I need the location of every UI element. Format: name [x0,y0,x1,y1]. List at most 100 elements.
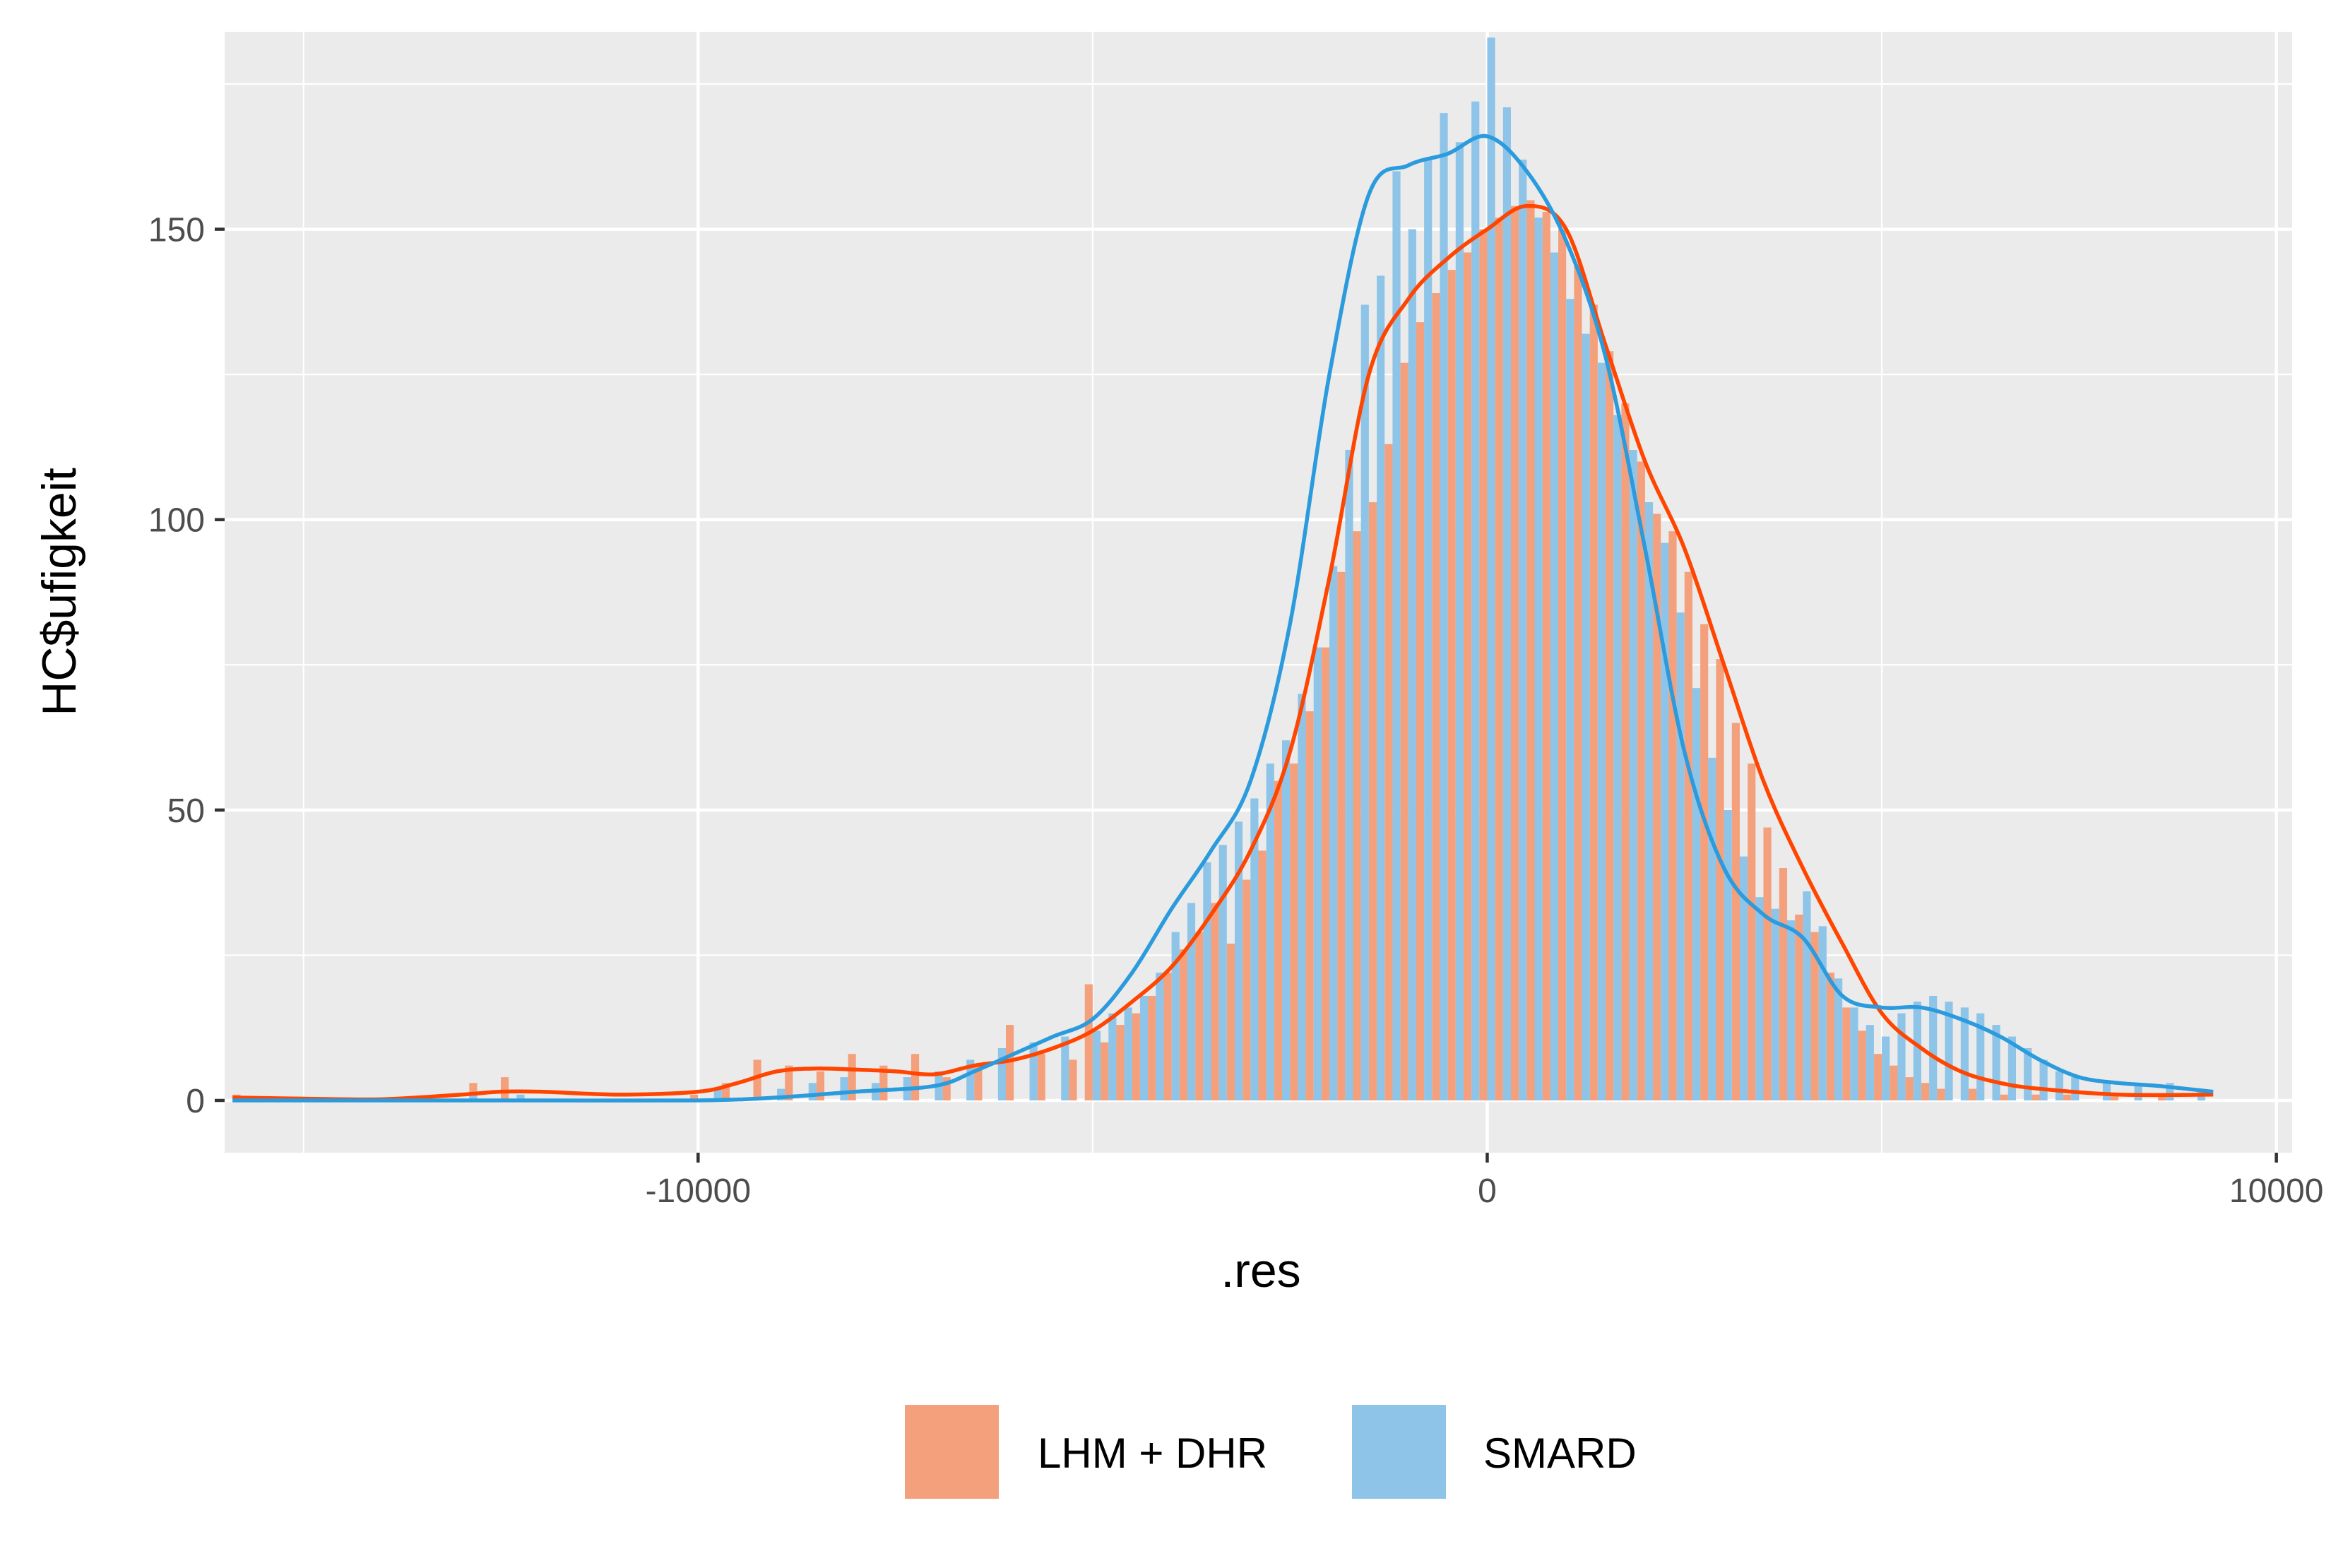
histogram-bar [2024,1047,2032,1100]
histogram-bar [1274,780,1283,1100]
histogram-bar [1353,531,1361,1100]
legend-label-lhm-dhr: LHM + DHR [1038,1430,1267,1477]
histogram-bar [1360,304,1369,1100]
histogram-bar [1163,973,1172,1100]
histogram-bar [2102,1083,2111,1100]
histogram-bar [1787,920,1796,1100]
histogram-bar [1116,1025,1125,1100]
histogram-bar [1187,903,1196,1100]
histogram-bar [1487,37,1495,1100]
histogram-bar [974,1065,983,1100]
histogram-bar [2000,1094,2008,1100]
histogram-bar [1716,659,1724,1100]
histogram-bar [2158,1094,2166,1100]
histogram-bar [501,1077,509,1100]
histogram-bar [1810,932,1819,1100]
histogram-bar [1440,113,1448,1100]
y-tick-label: 150 [148,212,205,249]
histogram-bar [1510,206,1519,1100]
histogram-bar [1842,1007,1851,1100]
histogram-bar [1661,542,1669,1100]
histogram-bar [1945,1002,1953,1100]
histogram-bar [1976,1013,1985,1100]
histogram-bar [816,1071,825,1100]
histogram-bar [1305,711,1314,1100]
histogram-bar [1731,723,1740,1100]
histogram-bar [1179,949,1187,1100]
histogram-bar [1905,1077,1914,1100]
histogram-bar [1637,461,1645,1100]
histogram-bar [2063,1094,2072,1100]
histogram-bar [1250,798,1259,1100]
histogram-bar [1400,362,1408,1100]
histogram-bar [1313,647,1322,1100]
histogram-bar [1550,252,1559,1100]
histogram-bar [1502,107,1511,1100]
histogram-bar [2166,1083,2174,1100]
x-tick-label: 0 [1478,1172,1497,1210]
histogram-bar [1424,159,1433,1100]
legend-key-lhm-dhr [905,1405,999,1499]
histogram-bar [942,1077,951,1100]
histogram-bar [1084,984,1093,1100]
histogram-bar [1644,502,1654,1100]
histogram-bar [1108,1013,1117,1100]
histogram-bar [1890,1065,1898,1100]
histogram-bar [1195,932,1204,1100]
histogram-bar [1534,218,1543,1100]
histogram-bar [1763,827,1772,1100]
histogram-bar [1171,932,1180,1100]
density-line-lhm-dhr [232,203,2214,1102]
histogram-bar [2071,1077,2080,1100]
histogram-bar [1803,891,1811,1100]
legend-key-smard [1352,1405,1446,1499]
histogram-bar [1337,571,1346,1100]
histogram-bar [516,1094,525,1100]
histogram-bar [1092,1031,1101,1100]
histogram-bar [2007,1036,2016,1100]
histogram-bar [1724,809,1732,1100]
histogram-bar [1479,229,1488,1100]
histogram-bar [1882,1036,1890,1100]
histogram-bar [840,1077,848,1100]
legend-label-smard: SMARD [1483,1430,1637,1477]
histogram-bar [690,1094,699,1100]
histogram-bar [1329,566,1338,1100]
histogram-bar [469,1094,478,1100]
histogram-bar [1676,612,1685,1100]
histogram-bar [997,1047,1007,1100]
histogram-bar [1629,450,1637,1100]
y-tick-label: 100 [148,502,205,540]
histogram-bar [1606,351,1614,1100]
histogram-bar [1455,142,1464,1100]
histogram-bar [879,1065,888,1100]
histogram-bar [1432,293,1440,1100]
histogram-bar [1069,1059,1077,1100]
histogram-bar [1700,624,1709,1100]
histogram-bar [777,1088,785,1100]
histogram-bar [1582,333,1590,1100]
histogram-bar [1653,513,1661,1100]
x-tick-label: 10000 [2229,1172,2323,1210]
histogram-bar [1779,868,1788,1100]
histogram-bar [1755,897,1764,1100]
histogram-bar [1834,978,1843,1100]
histogram-bar [1684,571,1692,1100]
histogram-bar [1148,995,1156,1100]
histogram-bar [1037,1054,1045,1100]
histogram-bar [1574,263,1582,1100]
histogram-bar [2111,1094,2119,1100]
histogram-bar [1526,200,1535,1100]
legend: LHM + DHR SMARD [905,1405,1637,1499]
histogram-bar [1132,1013,1140,1100]
histogram-bar [1668,531,1677,1100]
histogram-bar [1408,229,1416,1100]
histogram-bar [1937,1088,1945,1100]
histogram-bar [1818,926,1827,1100]
y-tick-label: 0 [186,1083,205,1120]
histogram-bar [1345,450,1353,1100]
histogram-bar [2039,1059,2048,1100]
histogram-bar [1321,647,1330,1100]
histogram-bar [721,1083,730,1100]
histogram-bar [1368,502,1377,1100]
